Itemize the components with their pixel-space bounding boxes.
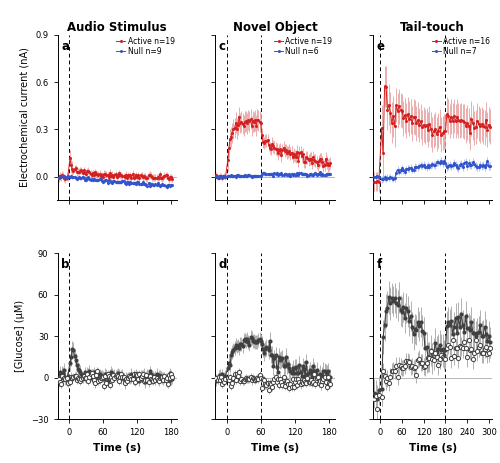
Title: Novel Object: Novel Object — [232, 20, 318, 33]
Active n=19 — [327, 160, 333, 166]
Null n=6 — [242, 172, 248, 178]
Null n=7 — [476, 164, 482, 170]
Text: d: d — [219, 258, 227, 271]
Active n=16 — [446, 113, 452, 119]
Text: c: c — [219, 40, 226, 53]
Null n=9 — [64, 173, 70, 178]
Active n=19 — [125, 173, 131, 178]
Null n=6 — [220, 175, 226, 180]
Y-axis label: [Glucose] (μM): [Glucose] (μM) — [16, 300, 26, 372]
Null n=6 — [324, 171, 330, 176]
Active n=19 — [214, 173, 220, 178]
Title: Audio Stimulus: Audio Stimulus — [68, 20, 167, 33]
Active n=19 — [236, 115, 242, 120]
X-axis label: Time (s): Time (s) — [251, 443, 299, 453]
Active n=16 — [372, 179, 378, 184]
Null n=9 — [125, 179, 131, 185]
Line: Null n=6: Null n=6 — [215, 171, 332, 179]
Active n=19 — [275, 150, 281, 156]
Title: Tail-touch: Tail-touch — [400, 20, 465, 33]
Text: a: a — [61, 40, 69, 53]
Line: Active n=16: Active n=16 — [373, 85, 492, 184]
Active n=19 — [67, 155, 73, 161]
Active n=16 — [426, 121, 432, 126]
Active n=19 — [165, 175, 171, 180]
Line: Active n=19: Active n=19 — [215, 116, 332, 179]
Active n=19 — [238, 119, 244, 125]
Null n=7 — [452, 162, 458, 167]
Null n=6 — [327, 171, 333, 176]
Null n=9 — [170, 183, 175, 188]
Active n=19 — [166, 176, 172, 182]
Null n=7 — [425, 163, 431, 168]
Active n=16 — [444, 112, 450, 117]
Active n=19 — [284, 150, 290, 156]
Null n=7 — [442, 160, 448, 165]
Active n=19 — [162, 173, 168, 179]
Text: f: f — [376, 258, 382, 271]
Null n=7 — [378, 176, 384, 182]
Active n=16 — [454, 114, 460, 119]
Active n=19 — [243, 119, 249, 124]
Active n=16 — [488, 124, 494, 129]
Null n=9 — [166, 183, 172, 188]
Y-axis label: Electrochemical current (nA): Electrochemical current (nA) — [20, 48, 30, 188]
Null n=7 — [488, 163, 494, 169]
Null n=9 — [116, 179, 122, 185]
Line: Null n=9: Null n=9 — [57, 174, 174, 188]
Text: e: e — [376, 40, 384, 53]
Active n=19 — [116, 170, 122, 176]
Line: Active n=19: Active n=19 — [57, 156, 174, 181]
Active n=16 — [382, 84, 388, 89]
X-axis label: Time (s): Time (s) — [408, 443, 457, 453]
Active n=16 — [477, 123, 483, 128]
Null n=6 — [214, 174, 220, 180]
Legend: Active n=19, Null n=9: Active n=19, Null n=9 — [116, 36, 176, 57]
Active n=19 — [170, 176, 175, 181]
Null n=6 — [238, 173, 244, 179]
Null n=9 — [80, 174, 86, 180]
Active n=16 — [450, 118, 456, 123]
Line: Null n=7: Null n=7 — [373, 159, 492, 181]
Null n=6 — [283, 171, 289, 177]
Null n=6 — [320, 172, 326, 177]
Active n=19 — [324, 160, 330, 165]
Null n=9 — [162, 182, 168, 188]
Active n=19 — [219, 175, 225, 181]
Text: b: b — [61, 258, 70, 271]
Null n=7 — [444, 164, 450, 169]
Active n=19 — [80, 171, 86, 176]
Legend: Active n=19, Null n=6: Active n=19, Null n=6 — [273, 36, 333, 57]
Null n=6 — [317, 169, 323, 175]
Null n=9 — [56, 175, 62, 181]
X-axis label: Time (s): Time (s) — [93, 443, 142, 453]
Null n=9 — [84, 175, 90, 181]
Active n=19 — [84, 169, 90, 174]
Null n=9 — [164, 184, 170, 189]
Null n=7 — [372, 174, 378, 180]
Null n=7 — [448, 164, 454, 169]
Null n=6 — [274, 170, 280, 176]
Active n=16 — [376, 180, 382, 185]
Legend: Active n=16, Null n=7: Active n=16, Null n=7 — [431, 36, 491, 57]
Active n=19 — [56, 175, 62, 181]
Null n=7 — [484, 158, 490, 163]
Active n=19 — [320, 163, 326, 169]
